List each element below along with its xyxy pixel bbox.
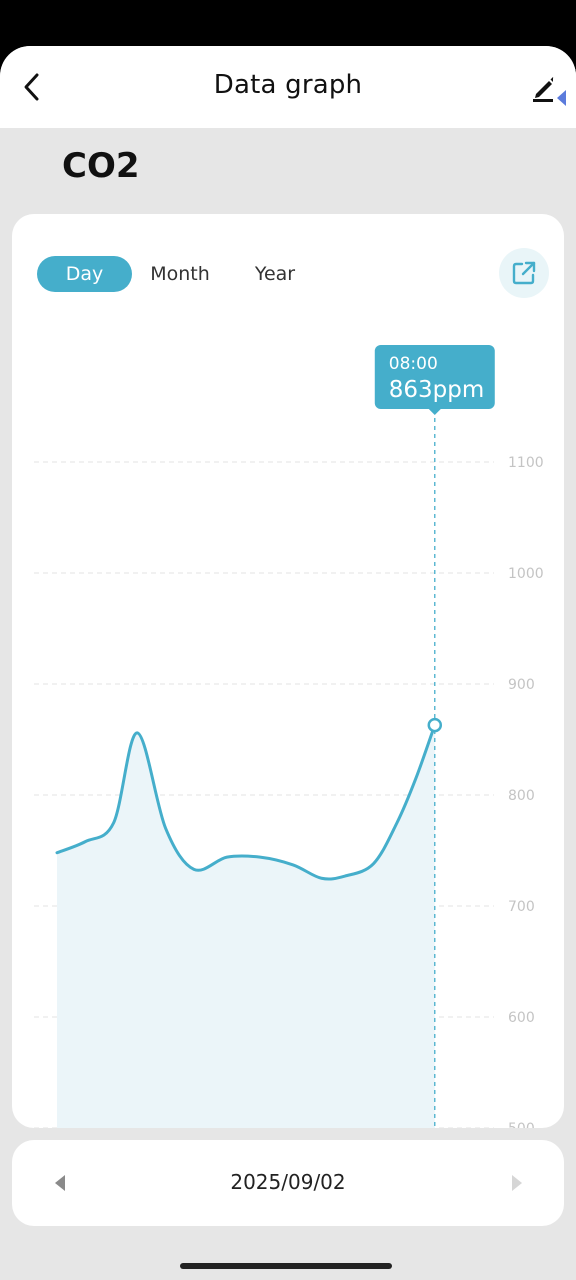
tooltip-value: 863ppm: [389, 377, 485, 403]
data-point: [433, 723, 437, 727]
data-point: [83, 840, 87, 844]
series-line: [55, 723, 437, 881]
data-point: [414, 776, 418, 780]
highlight-point[interactable]: [427, 717, 443, 733]
top-bar: Data graph: [0, 46, 576, 128]
metric-title: CO2: [62, 146, 140, 186]
share-button[interactable]: [499, 248, 549, 298]
y-tick-label: 1100: [508, 455, 544, 471]
data-point: [135, 731, 139, 735]
data-point: [258, 855, 262, 859]
data-point: [55, 851, 59, 855]
chart-card: Day Month Year 08:00 863ppm 50: [12, 214, 564, 1128]
page-title: Data graph: [213, 70, 363, 100]
y-tick-label: 500: [508, 1121, 535, 1128]
back-button[interactable]: [8, 63, 56, 111]
y-tick-label: 800: [508, 788, 535, 804]
co2-chart: 08:00 863ppm 5006007008009001000110000:0…: [34, 345, 544, 1128]
data-point: [225, 855, 229, 859]
y-tick-label: 600: [508, 1010, 535, 1026]
home-indicator: [180, 1263, 392, 1269]
date-navigator: 2025/09/02: [12, 1140, 564, 1226]
side-drawer-handle[interactable]: [553, 69, 576, 127]
data-point: [395, 821, 399, 825]
data-point: [319, 876, 323, 880]
caret-left-icon: [557, 90, 566, 106]
app-screen: Data graph CO2 Day Month Year: [0, 46, 576, 1280]
y-tick-label: 900: [508, 677, 535, 693]
value-tooltip: 08:00 863ppm: [374, 345, 495, 415]
data-point: [164, 826, 168, 830]
caret-right-icon: [512, 1175, 522, 1191]
next-day-button[interactable]: [505, 1171, 529, 1195]
caret-left-icon: [55, 1175, 65, 1191]
current-date: 2025/09/02: [230, 1170, 346, 1194]
area-fill: [57, 725, 435, 1128]
tooltip-pointer: [428, 409, 441, 415]
y-tick-label: 1000: [508, 566, 544, 582]
tab-day[interactable]: Day: [37, 256, 132, 292]
tab-year[interactable]: Year: [254, 263, 296, 285]
tooltip-time: 08:00: [389, 354, 438, 374]
data-point: [112, 821, 116, 825]
y-tick-label: 700: [508, 899, 535, 915]
data-point: [371, 862, 375, 866]
data-point: [343, 874, 347, 878]
tooltip-box: [374, 345, 495, 409]
back-chevron-icon: [24, 73, 39, 101]
previous-day-button[interactable]: [48, 1171, 72, 1195]
data-point: [192, 867, 196, 871]
data-point: [291, 863, 295, 867]
external-link-icon: [512, 261, 536, 285]
tab-month[interactable]: Month: [150, 263, 210, 285]
